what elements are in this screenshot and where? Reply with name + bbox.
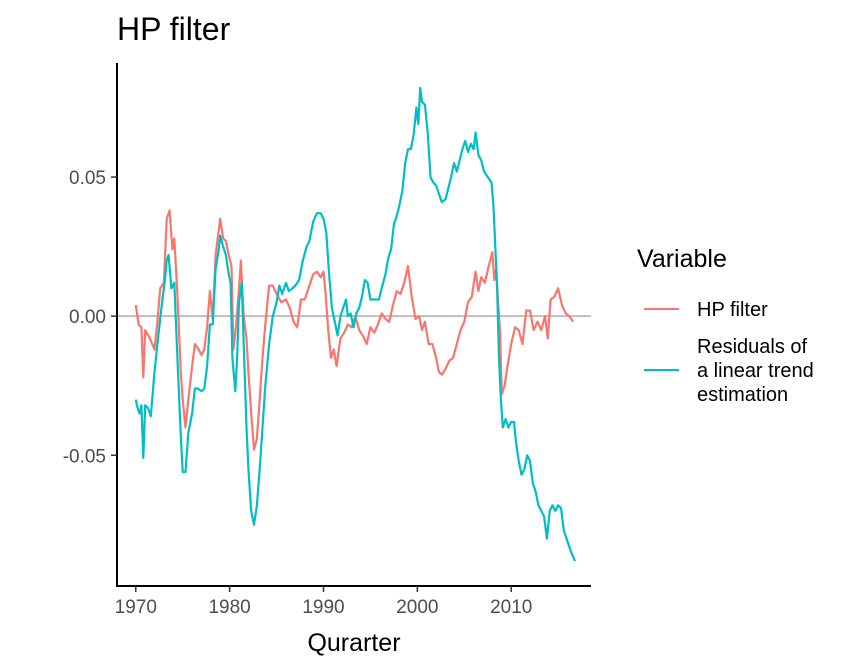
y-tick-label: -0.05 <box>63 446 106 467</box>
legend-label-residuals-line-1: Residuals of <box>697 336 808 358</box>
x-tick-label: 1990 <box>302 597 344 618</box>
y-tick-label: 0.05 <box>69 168 106 189</box>
series-line-residuals <box>134 86 577 562</box>
legend: Variable HP filter Residuals of a linear… <box>637 245 814 406</box>
x-tick-label: 1970 <box>115 597 157 618</box>
series-line-hp-filter <box>134 209 575 451</box>
series-layer <box>134 86 577 562</box>
legend-label-residuals-line-3: estimation <box>697 384 788 406</box>
y-tick-label: 0.00 <box>69 307 106 328</box>
x-tick-label: 2000 <box>396 597 438 618</box>
x-tick-label: 1980 <box>208 597 250 618</box>
legend-title: Variable <box>637 245 727 273</box>
plot-panel: -0.05 0.00 0.05 1970 1980 1990 2000 2010 <box>63 63 591 618</box>
chart-title: HP filter <box>117 11 231 47</box>
legend-label-hp-filter: HP filter <box>697 299 768 321</box>
x-axis-title: Qurarter <box>307 629 400 657</box>
x-axis-ticks: 1970 1980 1990 2000 2010 <box>115 586 532 618</box>
y-axis-ticks: -0.05 0.00 0.05 <box>63 168 117 467</box>
x-tick-label: 2010 <box>490 597 532 618</box>
legend-label-residuals-line-2: a linear trend <box>697 360 814 382</box>
